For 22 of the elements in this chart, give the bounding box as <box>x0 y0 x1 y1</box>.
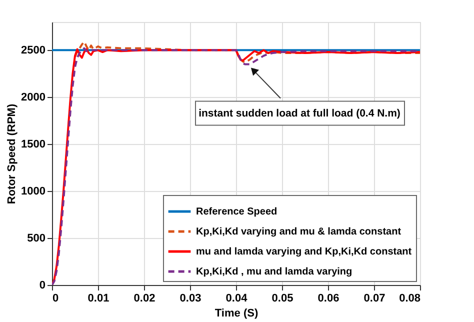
legend-label: mu and lamda varying and Kp,Ki,Kd constant <box>196 246 412 258</box>
x-tick-label: 0.03 <box>180 292 202 304</box>
legend-label: Kp,Ki,Kd , mu and lamda varying <box>196 266 352 278</box>
x-tick-label: 0.06 <box>318 292 340 304</box>
y-tick-label: 1000 <box>21 186 46 198</box>
x-tick-label: 0.07 <box>364 292 386 304</box>
x-tick-label: 0.04 <box>226 292 248 304</box>
y-tick-label: 500 <box>27 232 46 245</box>
x-axis-title: Time (S) <box>214 308 258 320</box>
y-tick-label: 2500 <box>21 44 46 57</box>
y-tick-label: 2000 <box>21 92 46 104</box>
y-tick-label: 0 <box>39 280 46 292</box>
y-axis-title: Rotor Speed (RPM) <box>6 104 18 204</box>
x-tick-label: 0.08 <box>399 292 420 304</box>
x-tick-label: 0 <box>52 292 59 304</box>
legend-label: Kp,Ki,Kd varying and mu & lamda constant <box>196 226 402 238</box>
x-tick-label: 0.01 <box>88 292 110 304</box>
legend-label: Reference Speed <box>196 206 278 218</box>
x-tick-label: 0.02 <box>134 292 156 304</box>
annotation: instant sudden load at full load (0.4 N.m) <box>198 107 400 120</box>
x-tick-label: 0.05 <box>272 292 294 304</box>
y-tick-label: 1500 <box>21 138 46 151</box>
